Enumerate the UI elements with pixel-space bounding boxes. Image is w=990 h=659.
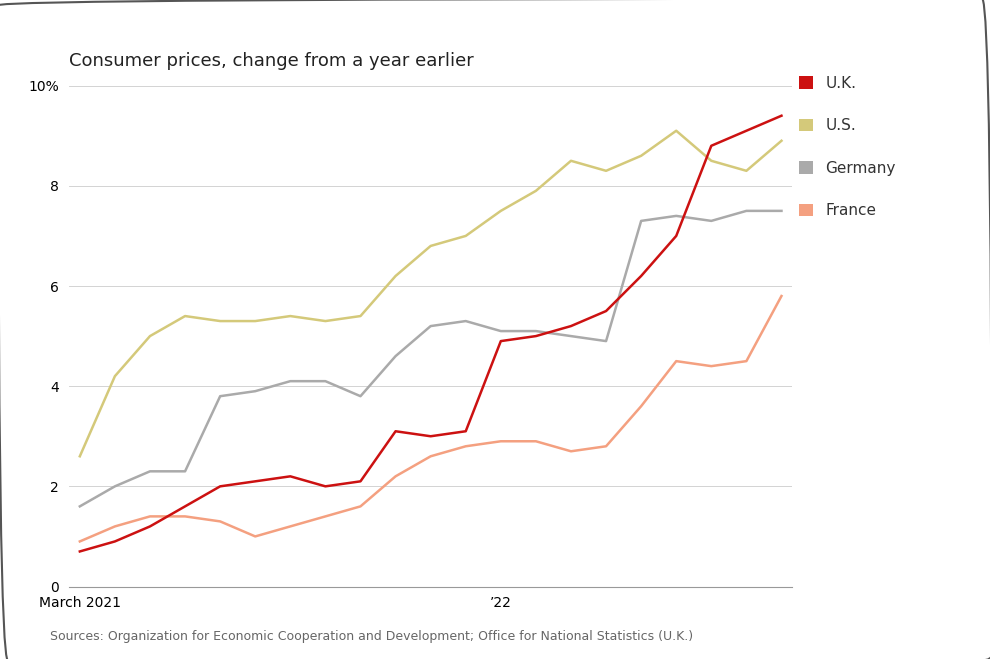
Text: Sources: Organization for Economic Cooperation and Development; Office for Natio: Sources: Organization for Economic Coope… [50, 629, 693, 643]
Text: Consumer prices, change from a year earlier: Consumer prices, change from a year earl… [69, 52, 474, 71]
Legend: U.K., U.S., Germany, France: U.K., U.S., Germany, France [799, 76, 896, 218]
